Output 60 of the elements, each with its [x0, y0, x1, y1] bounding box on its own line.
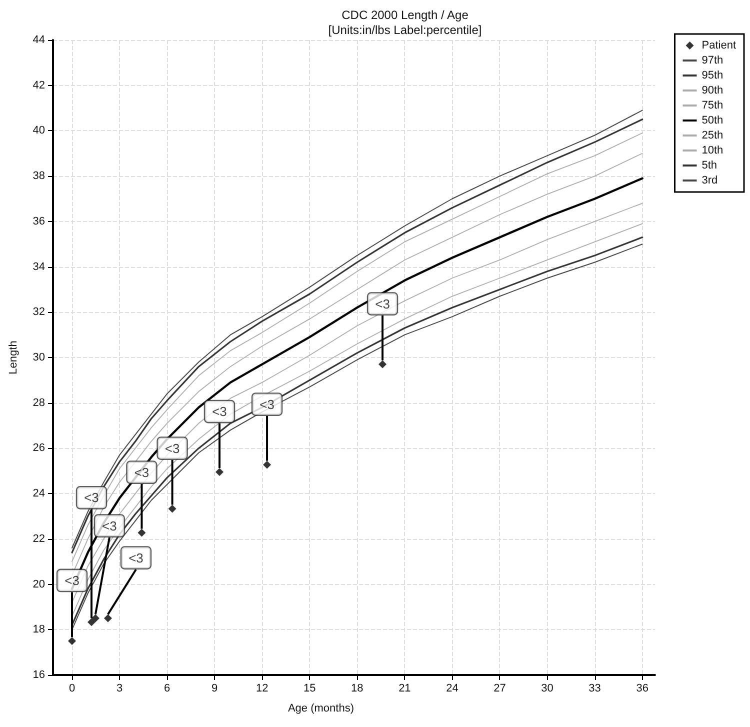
- y-axis-title: Length: [8, 340, 20, 374]
- data-label: <3: [260, 396, 274, 412]
- x-tick-label: 15: [304, 682, 316, 694]
- y-tick-label: 30: [32, 352, 45, 364]
- point: [91, 614, 100, 622]
- y-tick-label: 38: [32, 170, 45, 182]
- y-tick-label: 42: [32, 79, 45, 92]
- y-tick-label: 16: [32, 669, 45, 681]
- y-tick-label: 36: [32, 215, 45, 228]
- legend-label: 75th: [702, 100, 724, 112]
- x-tick-label: 36: [636, 682, 648, 694]
- legend-label: 95th: [702, 70, 724, 82]
- data-label: <3: [84, 490, 99, 506]
- y-tick-label: 24: [32, 488, 45, 500]
- x-tick-label: 24: [446, 682, 458, 694]
- legend-label: 50th: [702, 114, 724, 126]
- y-tick-label: 32: [32, 306, 45, 318]
- x-tick-label: 12: [256, 682, 268, 694]
- x-tick-label: 0: [68, 682, 76, 694]
- point: [168, 504, 176, 513]
- legend-label: 97th: [702, 54, 724, 66]
- legend-label: Patient: [702, 40, 736, 52]
- point: [216, 468, 224, 476]
- y-tick-label: 22: [32, 532, 45, 545]
- data-label: <3: [128, 550, 144, 566]
- x-tick-label: 33: [588, 682, 601, 694]
- data-label: <3: [164, 440, 180, 456]
- x-tick-label: 18: [351, 682, 364, 694]
- y-tick-label: 26: [32, 442, 45, 454]
- point: [138, 528, 146, 537]
- data-label: <3: [64, 572, 80, 588]
- x-tick-label: 6: [164, 682, 170, 694]
- y-tick-label: 34: [32, 260, 45, 273]
- x-axis-title: Age (months): [288, 702, 354, 714]
- x-tick-label: 21: [398, 682, 411, 694]
- legend-label: 5th: [702, 160, 718, 172]
- data-label: <3: [134, 464, 150, 480]
- y-tick-label: 40: [32, 124, 45, 137]
- point: [378, 360, 387, 368]
- y-tick-label: 18: [32, 624, 45, 636]
- data-label: <3: [212, 404, 227, 420]
- point: [87, 618, 96, 626]
- point: [263, 460, 272, 469]
- y-tick-label: 44: [32, 34, 45, 46]
- legend-label: 10th: [702, 144, 724, 156]
- legend-label: 25th: [702, 130, 724, 142]
- data-label: <3: [375, 296, 390, 312]
- chart-subtitle: [Units:in/lbs Label:percentile]: [328, 23, 482, 37]
- legend-label: 3rd: [702, 174, 718, 186]
- x-tick-label: 3: [116, 682, 123, 694]
- point: [68, 636, 76, 645]
- x-tick-label: 9: [212, 682, 218, 694]
- y-tick-label: 28: [32, 396, 45, 409]
- point: [104, 614, 112, 622]
- data-label: <3: [102, 518, 117, 534]
- legend-label: 90th: [702, 84, 724, 96]
- x-tick-label: 27: [494, 682, 506, 694]
- chart-title: CDC 2000 Length / Age: [342, 8, 469, 22]
- x-tick-label: 30: [541, 682, 554, 694]
- y-tick-label: 20: [32, 578, 45, 590]
